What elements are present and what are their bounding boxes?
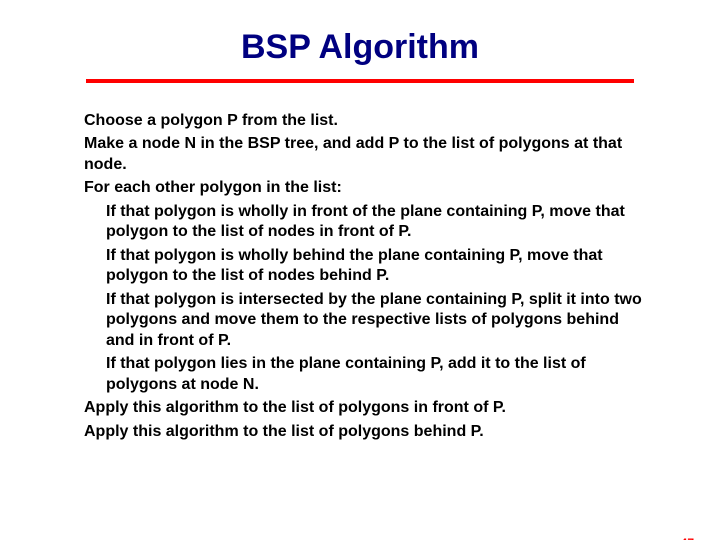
slide: BSP Algorithm Choose a polygon P from th… — [0, 28, 720, 540]
slide-title: BSP Algorithm — [0, 28, 720, 67]
body-line: Apply this algorithm to the list of poly… — [78, 398, 642, 418]
body-line: Apply this algorithm to the list of poly… — [78, 422, 642, 442]
slide-body: Choose a polygon P from the list. Make a… — [0, 111, 720, 442]
body-line: Make a node N in the BSP tree, and add P… — [78, 134, 642, 175]
body-line: Choose a polygon P from the list. — [78, 111, 642, 131]
body-line: For each other polygon in the list: — [78, 178, 642, 198]
title-underline — [86, 79, 634, 83]
body-line: If that polygon is wholly in front of th… — [78, 202, 642, 243]
body-line: If that polygon is intersected by the pl… — [78, 290, 642, 351]
body-line: If that polygon is wholly behind the pla… — [78, 246, 642, 287]
body-line: If that polygon lies in the plane contai… — [78, 354, 642, 395]
page-number: 47 — [681, 536, 694, 540]
